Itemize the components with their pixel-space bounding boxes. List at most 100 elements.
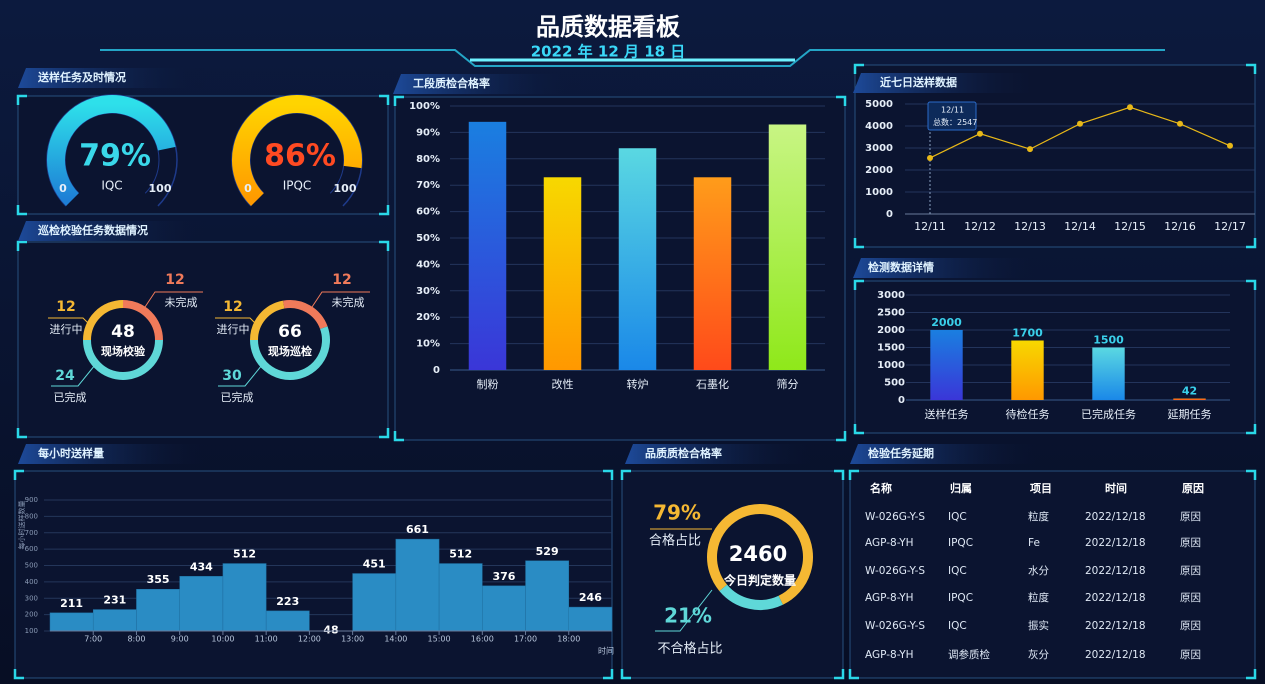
bar bbox=[49, 612, 94, 632]
table-cell: 粒度 bbox=[1028, 591, 1050, 604]
table-cell: IPQC bbox=[948, 537, 973, 549]
x-tick-label: 11:00 bbox=[255, 635, 278, 644]
panel-corner bbox=[853, 238, 864, 249]
panel-corner bbox=[1246, 669, 1257, 680]
bar bbox=[543, 177, 582, 370]
bar bbox=[352, 573, 397, 632]
donut-total: 2460 bbox=[729, 542, 787, 566]
ring-category: 未完成 bbox=[332, 295, 365, 309]
bar bbox=[92, 609, 137, 632]
ring-category: 未完成 bbox=[165, 295, 198, 309]
section-band bbox=[18, 444, 208, 464]
y-tick-label: 300 bbox=[25, 594, 38, 602]
section-band bbox=[850, 444, 1040, 464]
data-label: 512 bbox=[449, 548, 472, 561]
section-band bbox=[393, 74, 583, 94]
x-tick-label: 13:00 bbox=[341, 635, 364, 644]
bar bbox=[136, 588, 180, 632]
table-cell: 原因 bbox=[1180, 537, 1201, 549]
data-label: 451 bbox=[363, 558, 386, 571]
gauge-track bbox=[249, 112, 345, 194]
table-cell: 2022/12/18 bbox=[1085, 511, 1146, 523]
panel bbox=[854, 280, 1256, 434]
y-tick-label: 1500 bbox=[877, 343, 905, 354]
ring-value: 12 bbox=[223, 299, 242, 315]
ring-segment bbox=[83, 300, 124, 341]
section-title: 检验任务延期 bbox=[868, 446, 934, 460]
data-label: 661 bbox=[406, 523, 429, 536]
table-cell: 水分 bbox=[1028, 565, 1050, 577]
section-band bbox=[18, 68, 208, 88]
table-cell: 原因 bbox=[1180, 592, 1201, 604]
ring-segment bbox=[250, 326, 330, 380]
ring-value: 12 bbox=[332, 272, 351, 288]
y-tick-label: 20% bbox=[416, 312, 440, 323]
panel-corner bbox=[379, 94, 390, 105]
donut-total-label: 今日判定数量 bbox=[723, 573, 796, 588]
donut-segment bbox=[719, 584, 783, 610]
x-tick-label: 12:00 bbox=[298, 635, 321, 644]
section-band bbox=[853, 73, 1043, 93]
x-tick-label: 已完成任务 bbox=[1081, 407, 1136, 421]
table-cell: 2022/12/18 bbox=[1085, 592, 1146, 604]
panel bbox=[854, 64, 1256, 248]
table-cell: W-026G-Y-S bbox=[865, 511, 925, 523]
panel-corner bbox=[848, 469, 859, 480]
data-label: 231 bbox=[103, 594, 126, 607]
data-label: 512 bbox=[233, 548, 256, 561]
panel-corner bbox=[603, 669, 614, 680]
y-tick-label: 0 bbox=[433, 365, 440, 376]
section-title: 每小时送样量 bbox=[38, 446, 104, 460]
x-tick-label: 10:00 bbox=[211, 635, 234, 644]
table-cell: 灰分 bbox=[1028, 648, 1050, 661]
y-tick-label: 2500 bbox=[877, 308, 905, 319]
ring-value: 24 bbox=[55, 368, 75, 384]
table-cell: 原因 bbox=[1180, 649, 1201, 661]
x-tick-label: 12/15 bbox=[1114, 220, 1146, 233]
x-tick-label: 16:00 bbox=[471, 635, 494, 644]
table-header: 名称 bbox=[870, 481, 892, 495]
ring-total: 48 bbox=[111, 322, 135, 342]
x-tick-label: 12/14 bbox=[1064, 220, 1096, 233]
bar bbox=[568, 606, 613, 632]
y-tick-label: 10% bbox=[416, 339, 440, 350]
bar bbox=[468, 121, 507, 370]
y-tick-label: 0 bbox=[886, 209, 893, 220]
bar bbox=[693, 177, 732, 370]
point bbox=[1177, 120, 1183, 127]
table-cell: Fe bbox=[1028, 537, 1040, 549]
panel-corner bbox=[1246, 424, 1257, 435]
leader-line bbox=[655, 589, 713, 632]
x-tick-label: 12/13 bbox=[1014, 220, 1046, 233]
section-title: 巡检校验任务数据情况 bbox=[38, 223, 148, 237]
section-band bbox=[853, 258, 1043, 278]
panel bbox=[849, 470, 1256, 679]
bar bbox=[395, 538, 440, 632]
ring-category: 已完成 bbox=[221, 390, 254, 404]
y-tick-label: 50% bbox=[416, 233, 440, 244]
tooltip bbox=[927, 101, 977, 131]
section-band bbox=[625, 444, 815, 464]
y-tick-label: 90% bbox=[416, 127, 440, 138]
panel-corner bbox=[853, 63, 864, 74]
y-tick-label: 100% bbox=[409, 101, 440, 112]
panel-corner bbox=[834, 669, 845, 680]
y-tick-label: 2000 bbox=[877, 325, 905, 336]
x-tick-label: 待检任务 bbox=[1006, 407, 1050, 421]
ring-value: 12 bbox=[56, 299, 75, 315]
ring-segment bbox=[122, 300, 163, 341]
ring-value: 12 bbox=[165, 272, 184, 288]
y-tick-label: 4000 bbox=[865, 121, 893, 132]
data-label: 1700 bbox=[1012, 327, 1043, 340]
tooltip-title: 12/11 bbox=[941, 106, 964, 115]
table-cell: W-026G-Y-S bbox=[865, 565, 925, 577]
bar bbox=[1011, 340, 1044, 400]
data-label: 211 bbox=[60, 597, 83, 610]
table-cell: W-026G-Y-S bbox=[865, 620, 925, 632]
y-tick-label: 0 bbox=[898, 395, 905, 406]
ring-segment bbox=[283, 300, 328, 330]
gauge-name: IPQC bbox=[283, 179, 312, 193]
ring-name: 现场巡检 bbox=[268, 344, 312, 358]
header-frame bbox=[100, 49, 1165, 67]
gauge-tick-label: 0 bbox=[244, 182, 252, 195]
